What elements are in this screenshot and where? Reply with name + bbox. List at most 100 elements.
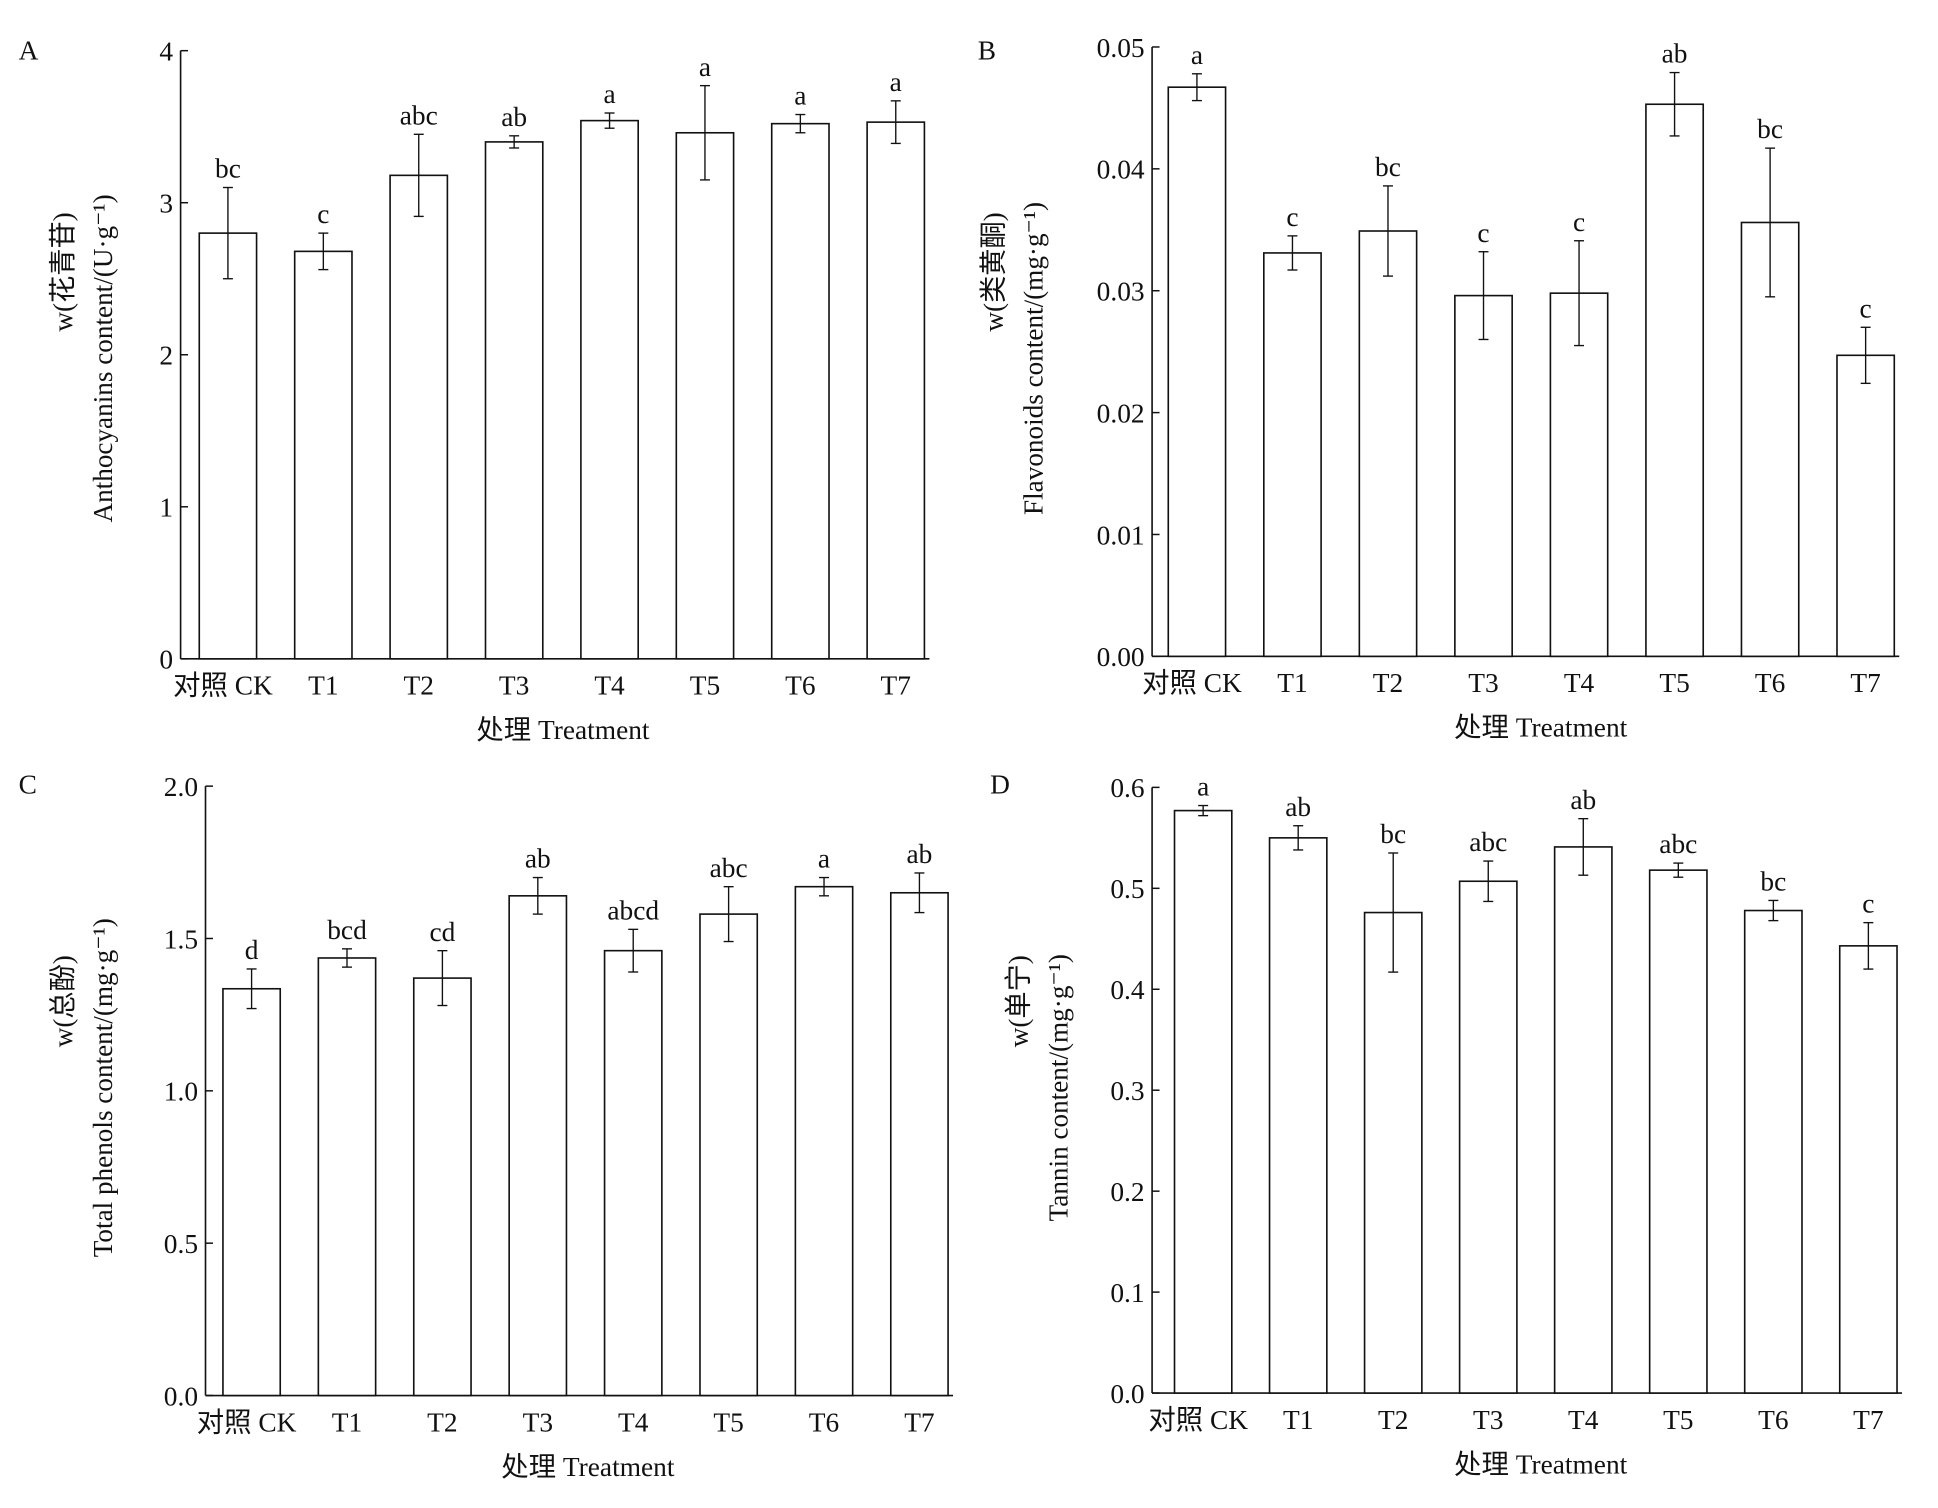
bar	[1173, 809, 1233, 1394]
bar	[580, 119, 640, 660]
panel-C: C 0.0 0.5 1.0 1.5 2.0 d 对照 CK bcd T1 cd T2 ab T3 abcd T…	[19, 770, 954, 1482]
x-tick-label: 对照 CK	[1148, 1405, 1248, 1435]
y-tick-label: 4	[159, 37, 173, 67]
significance-label: c	[1573, 207, 1585, 237]
bar	[675, 131, 735, 660]
significance-label: a	[1191, 40, 1203, 70]
y-tick-label: 2.0	[164, 772, 198, 802]
panel-label: C	[19, 770, 37, 800]
y-tick-label: 0.05	[1097, 33, 1145, 63]
bar	[222, 987, 282, 1397]
x-tick-label: T6	[785, 671, 815, 701]
bar	[794, 885, 854, 1397]
significance-label: d	[245, 935, 259, 965]
y-tick-label: 0.01	[1097, 520, 1145, 550]
x-tick-label: T2	[1378, 1405, 1408, 1435]
bar	[198, 232, 258, 660]
significance-label: c	[1286, 202, 1298, 232]
bar	[1645, 103, 1705, 658]
significance-label: cd	[429, 917, 455, 947]
y-axis-title: Total phenols content/(mg·g⁻¹)	[88, 918, 118, 1257]
x-tick-label: 对照 CK	[173, 671, 273, 701]
panel-A: A 0 1 2 3 4 bc 对照 CK c T1 abc T2 ab T3 a T4 a T5 a T6 a T7 处理 …	[19, 35, 930, 745]
x-tick-label: T5	[1663, 1405, 1693, 1435]
y-tick-label: 0.1	[1110, 1278, 1144, 1308]
significance-label: ab	[501, 102, 527, 132]
bar	[1743, 909, 1803, 1394]
y-tick-label: 3	[159, 189, 173, 219]
x-tick-label: T4	[618, 1407, 649, 1437]
bar	[484, 141, 544, 660]
significance-label: abc	[710, 853, 748, 883]
x-tick-label: T2	[427, 1407, 457, 1437]
panel-label: D	[990, 770, 1010, 800]
significance-label: bc	[215, 154, 241, 184]
bar	[1363, 911, 1423, 1394]
significance-label: a	[890, 67, 902, 97]
y-axis-title: Flavonoids content/(mg·g⁻¹)	[1018, 202, 1048, 515]
significance-label: c	[1477, 218, 1489, 248]
bar	[1549, 292, 1609, 658]
x-tick-label: T2	[404, 671, 434, 701]
significance-label: c	[1860, 293, 1872, 323]
y-tick-label: 0.5	[164, 1229, 198, 1259]
y-tick-label: 0.03	[1097, 277, 1145, 307]
x-tick-label: T1	[332, 1407, 362, 1437]
significance-label: a	[603, 79, 615, 109]
y-tick-label: 0.4	[1110, 975, 1145, 1005]
significance-label: c	[1862, 889, 1874, 919]
x-tick-label: T7	[1850, 668, 1880, 698]
significance-label: bc	[1375, 152, 1401, 182]
y-tick-label: 0.5	[1110, 874, 1144, 904]
y-tick-label: 0.0	[164, 1381, 198, 1411]
x-tick-label: T1	[1283, 1405, 1313, 1435]
x-tick-label: T3	[1473, 1405, 1503, 1435]
x-axis-title: 处理 Treatment	[476, 715, 650, 745]
significance-label: bc	[1760, 867, 1786, 897]
y-tick-label: 1.5	[164, 924, 198, 954]
x-tick-label: T7	[881, 671, 911, 701]
bar	[889, 891, 949, 1397]
y-axis-title-cn: w(单宁)	[1003, 955, 1033, 1047]
significance-label: a	[699, 52, 711, 82]
x-tick-label: T6	[1755, 668, 1785, 698]
x-tick-label: 对照 CK	[1142, 668, 1242, 698]
y-tick-label: 2	[159, 341, 173, 371]
bar	[1358, 230, 1418, 658]
x-tick-label: T1	[308, 671, 338, 701]
bar	[1268, 837, 1328, 1394]
significance-label: ab	[1570, 785, 1596, 815]
x-tick-label: T6	[809, 1407, 839, 1437]
x-tick-label: T4	[1568, 1405, 1599, 1435]
x-tick-label: T4	[594, 671, 625, 701]
x-tick-label: T7	[904, 1407, 934, 1437]
x-axis-title: 处理 Treatment	[1454, 1449, 1628, 1479]
bar	[1836, 354, 1896, 658]
y-tick-label: 0.00	[1097, 642, 1145, 672]
y-axis-title-cn: w(类黄酮)	[979, 212, 1009, 331]
y-axis-title: Anthocyanins content/(U·g⁻¹)	[88, 194, 118, 522]
bar	[699, 913, 759, 1397]
bar	[508, 895, 568, 1397]
x-tick-label: T3	[523, 1407, 553, 1437]
bar	[1648, 869, 1708, 1394]
x-tick-label: T5	[1659, 668, 1689, 698]
bar	[389, 174, 449, 660]
bar	[1167, 86, 1227, 658]
bar	[1458, 880, 1518, 1394]
significance-label: ab	[1662, 39, 1688, 69]
significance-label: a	[818, 844, 830, 874]
significance-label: abc	[400, 101, 438, 131]
y-tick-label: 0.0	[1110, 1379, 1144, 1409]
y-axis-title: Tannin content/(mg·g⁻¹)	[1043, 954, 1073, 1221]
x-axis-title: 处理 Treatment	[501, 1452, 675, 1482]
y-tick-label: 1.0	[164, 1077, 198, 1107]
x-tick-label: T3	[499, 671, 529, 701]
x-tick-label: T5	[713, 1407, 743, 1437]
bar	[317, 957, 377, 1397]
bar	[1838, 945, 1898, 1394]
bar	[1263, 252, 1322, 658]
significance-label: a	[794, 81, 806, 111]
y-tick-label: 1	[159, 493, 173, 523]
